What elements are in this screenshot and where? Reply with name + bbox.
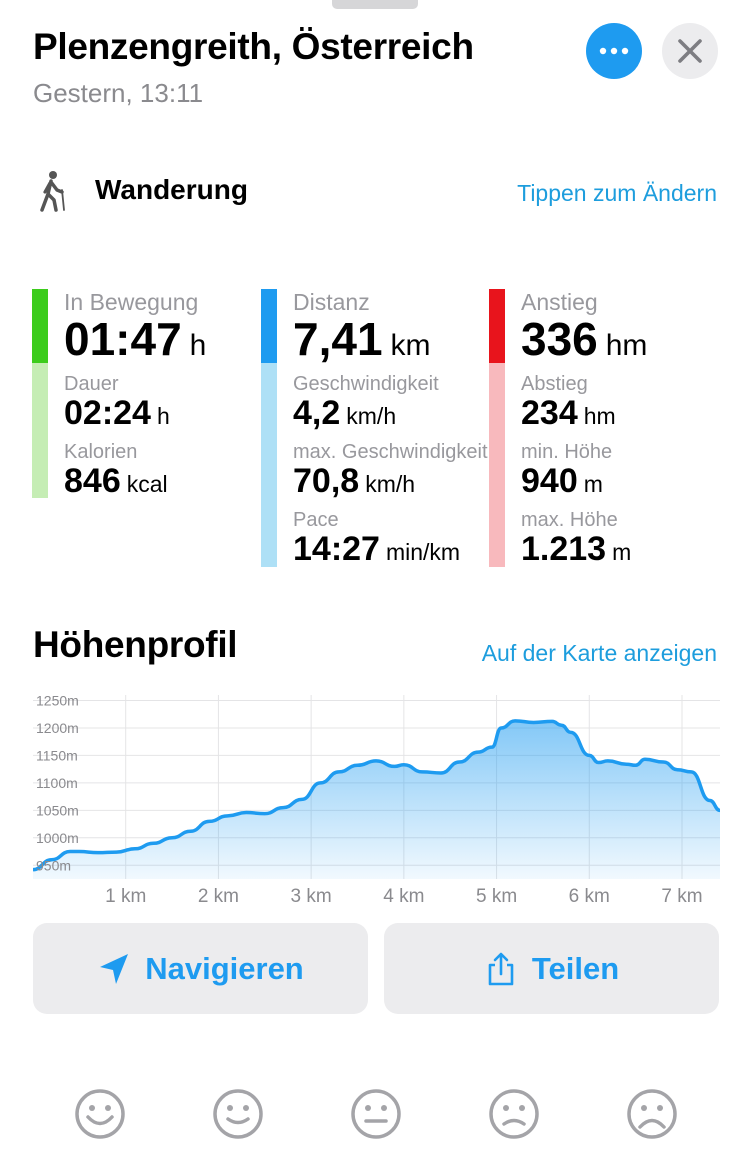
stat-label: Geschwindigkeit — [293, 373, 439, 395]
stat-value: 14:27 min/km — [293, 530, 461, 568]
activity-type-label: Wanderung — [95, 174, 248, 205]
very-happy-face-icon[interactable] — [74, 1088, 126, 1140]
speed-stat: Geschwindigkeit 4,2 km/h — [293, 373, 439, 433]
ellipsis-icon — [599, 47, 629, 55]
elevation-profile-title: Höhenprofil — [33, 624, 238, 665]
stat-label: Dauer — [64, 373, 119, 395]
x-tick-label: 6 km — [569, 886, 610, 907]
neutral-face-icon[interactable] — [350, 1088, 402, 1140]
happy-face-icon[interactable] — [212, 1088, 264, 1140]
movement-bar-top — [32, 289, 48, 363]
more-options-button[interactable] — [586, 23, 642, 79]
x-tick-label: 1 km — [105, 886, 146, 907]
y-tick-label: 1200m — [36, 720, 79, 736]
navigate-button[interactable]: Navigieren — [33, 923, 368, 1014]
y-tick-label: 1050m — [36, 802, 79, 818]
share-icon — [488, 952, 514, 985]
stat-value: 336 hm — [521, 313, 648, 365]
stat-label: In Bewegung — [64, 289, 199, 315]
elevation-line — [32, 719, 721, 872]
distance-bar-top — [261, 289, 277, 363]
rating-row — [0, 1088, 750, 1144]
ascent-stat: Anstieg 336 hm — [521, 289, 647, 366]
elevation-profile-chart[interactable]: 950m 1000m 1050m 1100m 1150m 1200m 1250m 1 km 2… — [0, 680, 750, 920]
stat-label: max. Geschwindigkeit — [293, 441, 488, 463]
pace-stat: Pace 14:27 min/km — [293, 509, 460, 569]
close-icon — [678, 39, 702, 63]
x-tick-label: 3 km — [291, 886, 332, 907]
stat-value: 234 hm — [521, 394, 616, 432]
distance-bar-bottom — [261, 363, 277, 567]
stat-value: 940 m — [521, 462, 603, 500]
stat-value: 1.213 m — [521, 530, 632, 568]
y-tick-label: 1100m — [36, 775, 78, 791]
sheet-grabber[interactable] — [332, 0, 418, 9]
stat-value: 4,2 km/h — [293, 394, 397, 432]
navigate-button-label: Navigieren — [145, 950, 304, 986]
share-button[interactable]: Teilen — [384, 923, 719, 1014]
stat-label: Kalorien — [64, 441, 138, 463]
show-on-map-link[interactable]: Auf der Karte anzeigen — [481, 640, 717, 666]
duration-stat: Dauer 02:24 h — [64, 373, 170, 433]
hiking-icon — [40, 171, 65, 212]
y-tick-label: 1150m — [36, 747, 78, 763]
movement-bar-bottom — [32, 363, 48, 498]
x-tick-label: 2 km — [198, 886, 239, 907]
y-tick-label: 1000m — [36, 830, 79, 846]
stat-value: 7,41 km — [293, 313, 431, 365]
stat-value: 846 kcal — [64, 462, 168, 500]
stat-label: Abstieg — [521, 373, 588, 395]
stat-label: Pace — [293, 509, 339, 531]
calories-stat: Kalorien 846 kcal — [64, 441, 168, 501]
min-altitude-stat: min. Höhe 940 m — [521, 441, 612, 501]
stat-value: 01:47 h — [64, 313, 207, 365]
sad-face-icon[interactable] — [488, 1088, 540, 1140]
max-speed-stat: max. Geschwindigkeit 70,8 km/h — [293, 441, 488, 501]
page-subtitle: Gestern, 13:11 — [33, 78, 204, 108]
stat-label: Anstieg — [521, 289, 598, 315]
elevation-bar-top — [489, 289, 505, 363]
stat-label: min. Höhe — [521, 441, 613, 463]
navigation-arrow-icon — [100, 953, 129, 984]
moving-time-stat: In Bewegung 01:47 h — [64, 289, 206, 366]
elevation-area — [33, 720, 720, 879]
stat-label: max. Höhe — [521, 509, 618, 531]
x-tick-label: 7 km — [661, 886, 702, 907]
very-sad-face-icon[interactable] — [626, 1088, 678, 1140]
stat-value: 02:24 h — [64, 394, 170, 432]
close-button[interactable] — [662, 23, 718, 79]
max-altitude-stat: max. Höhe 1.213 m — [521, 509, 631, 569]
x-tick-label: 5 km — [476, 886, 517, 907]
change-activity-link[interactable]: Tippen zum Ändern — [517, 180, 717, 206]
descent-stat: Abstieg 234 hm — [521, 373, 616, 433]
stat-value: 70,8 km/h — [293, 462, 416, 500]
stat-label: Distanz — [293, 289, 370, 315]
y-tick-label: 1250m — [36, 692, 79, 708]
x-tick-label: 4 km — [383, 886, 424, 907]
elevation-bar-bottom — [489, 363, 505, 567]
y-tick-label: 950m — [36, 857, 71, 873]
share-button-label: Teilen — [531, 950, 620, 986]
page-title: Plenzengreith, Österreich — [33, 26, 474, 67]
distance-stat: Distanz 7,41 km — [293, 289, 431, 366]
